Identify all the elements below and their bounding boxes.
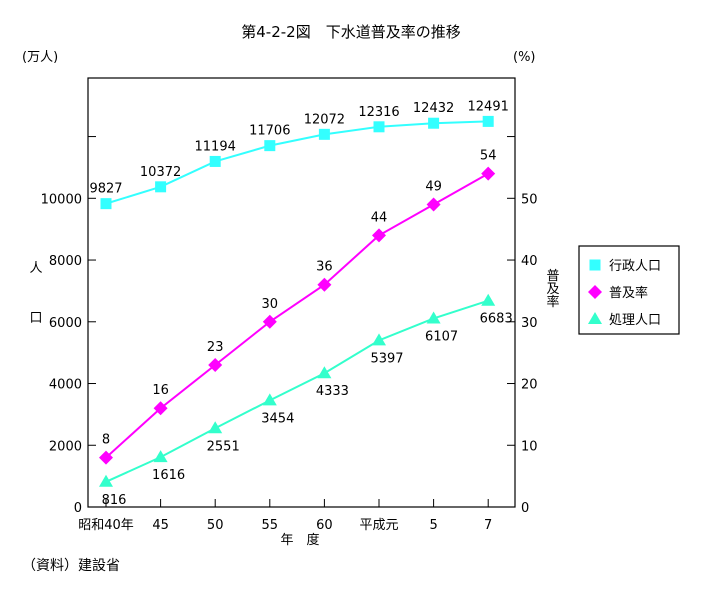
- legend-label: 行政人口: [609, 259, 661, 274]
- data-label: 3454: [261, 411, 294, 426]
- data-label: 5397: [370, 351, 403, 366]
- series-line: [105, 120, 489, 205]
- data-point: [262, 393, 277, 406]
- series-square: 9827 10372 11194 11706 12072 12316 12432 12491: [89, 99, 509, 210]
- left-tick-label: 6000: [49, 316, 82, 331]
- left-axis-label-char: 人: [29, 261, 42, 276]
- legend-label: 処理人口: [609, 313, 661, 328]
- data-point: [318, 128, 330, 140]
- right-axis-unit: (%): [513, 50, 536, 65]
- data-label: 12491: [468, 99, 509, 114]
- data-label: 30: [262, 297, 279, 312]
- x-tick-label: 平成元: [359, 518, 398, 533]
- data-label: 6683: [480, 312, 513, 327]
- data-label: 4333: [316, 384, 349, 399]
- data-label: 2551: [207, 439, 240, 454]
- right-axis-label-char: 普: [546, 269, 559, 284]
- x-tick-label: 55: [262, 518, 279, 533]
- data-point: [153, 401, 168, 416]
- legend-marker: [588, 312, 602, 324]
- data-label: 54: [480, 149, 497, 164]
- source-note: （資料）建設省: [22, 558, 120, 574]
- data-point: [262, 314, 277, 329]
- x-tick-label: 7: [484, 518, 492, 533]
- data-label: 16: [152, 383, 169, 398]
- data-point: [153, 450, 168, 463]
- data-point: [99, 474, 113, 487]
- data-point: [208, 357, 223, 372]
- data-label: 44: [371, 210, 388, 225]
- series-diamond: 8 16 23 30 36 44 49 54: [99, 149, 496, 465]
- data-point: [264, 140, 276, 152]
- data-label: 11706: [249, 124, 290, 139]
- series-layer: 9827 10372 11194 11706 12072 12316 12432 12491 8…: [89, 99, 512, 507]
- data-label: 816: [102, 493, 127, 508]
- right-tick-label: 0: [521, 501, 529, 516]
- series-line: [105, 299, 489, 483]
- right-tick-label: 20: [521, 378, 538, 393]
- right-axis-label: 普及率: [546, 269, 559, 310]
- data-label: 36: [316, 260, 333, 275]
- left-axis-label-char: 口: [29, 311, 42, 326]
- right-tick-label: 30: [521, 316, 538, 331]
- left-axis-unit: (万人): [22, 50, 58, 65]
- left-tick-label: 4000: [49, 378, 82, 393]
- data-label: 10372: [140, 165, 181, 180]
- data-point: [208, 421, 223, 434]
- x-axis-label: 年 度: [280, 532, 319, 548]
- data-point: [372, 228, 386, 243]
- data-point: [100, 198, 112, 210]
- data-point: [372, 333, 386, 346]
- data-point: [155, 181, 167, 193]
- left-tick-label: 8000: [49, 254, 82, 269]
- right-tick-label: 10: [521, 439, 538, 454]
- data-point: [373, 121, 385, 133]
- data-label: 12072: [304, 112, 345, 127]
- data-label: 12432: [413, 101, 454, 116]
- left-tick-label: 2000: [49, 439, 82, 454]
- data-point: [209, 155, 221, 167]
- x-tick-label: 昭和40年: [78, 518, 134, 533]
- data-point: [481, 166, 496, 181]
- right-axis-label-char: 率: [546, 294, 559, 310]
- x-tick-label: 45: [152, 518, 169, 533]
- data-point: [317, 277, 332, 292]
- left-tick-label: 0: [74, 501, 82, 516]
- data-point: [99, 450, 113, 465]
- legend-marker: [588, 285, 602, 299]
- data-point: [428, 117, 440, 129]
- data-label: 12316: [358, 105, 399, 120]
- left-tick-label: 10000: [41, 192, 82, 207]
- data-point: [317, 366, 332, 379]
- right-tick-label: 40: [521, 254, 538, 269]
- data-point: [426, 197, 441, 212]
- data-point: [482, 115, 494, 127]
- data-point: [481, 293, 496, 306]
- data-point: [426, 311, 441, 324]
- legend-label: 普及率: [609, 285, 648, 301]
- data-label: 6107: [425, 329, 458, 344]
- legend-marker: [589, 259, 601, 271]
- left-axis-label: 人口: [29, 261, 42, 326]
- x-tick-label: 5: [429, 518, 437, 533]
- x-tick-label: 50: [207, 518, 224, 533]
- axes: 0 2000 4000 6000 8000 10000 0 10 20 30 40 50 昭和40年 45…: [41, 77, 538, 533]
- data-label: 9827: [89, 182, 122, 197]
- x-tick-label: 60: [316, 518, 333, 533]
- plot-frame: [87, 77, 516, 508]
- data-label: 23: [207, 340, 224, 355]
- data-label: 8: [102, 433, 110, 448]
- right-tick-label: 50: [521, 192, 538, 207]
- series-line: [105, 172, 489, 459]
- data-label: 49: [425, 179, 442, 194]
- right-axis-label-char: 及: [546, 282, 559, 297]
- data-label: 11194: [195, 139, 236, 154]
- chart-title: 第4-2-2図 下水道普及率の推移: [241, 23, 460, 41]
- data-label: 1616: [152, 468, 185, 483]
